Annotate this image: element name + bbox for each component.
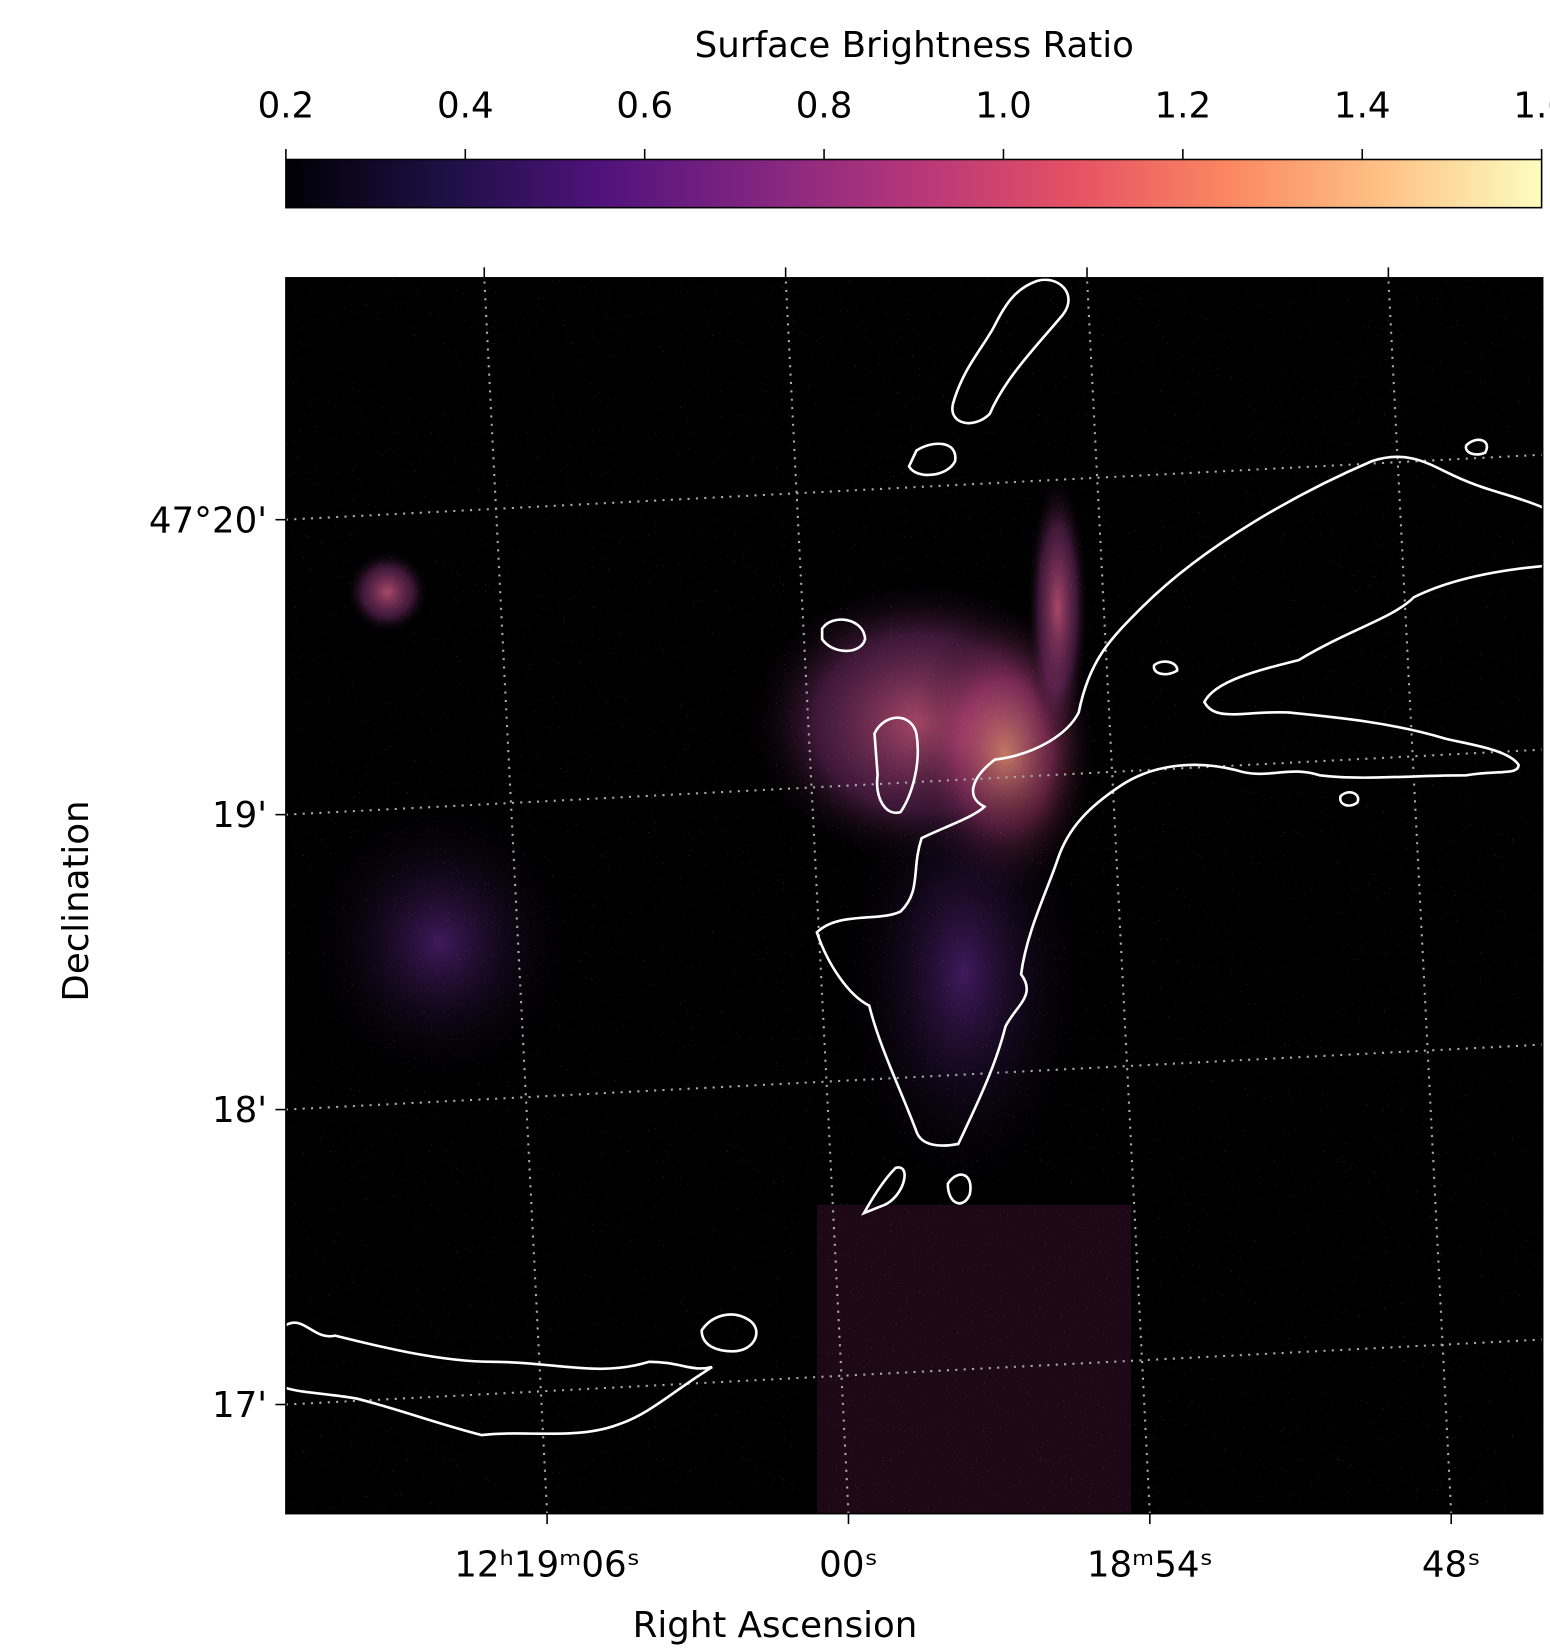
y-axis-label: Declination	[56, 800, 97, 1001]
axes: 12ʰ19ᵐ06ˢ 00ˢ 18ᵐ54ˢ 48ˢ 47°20' 19' 18' 17'	[149, 267, 1481, 1585]
x-tick-label: 12ʰ19ᵐ06ˢ	[454, 1544, 640, 1585]
image-frame	[285, 277, 1544, 1515]
grid-line	[483, 277, 549, 1514]
colorbar-tick-label: 1.0	[975, 86, 1032, 127]
colorbar-tick-label: 0.4	[437, 86, 494, 127]
colorbar: 0.2 0.4 0.6 0.8 1.0 1.2 1.4 1.6	[258, 86, 1550, 209]
gap	[795, 1183, 1132, 1201]
x-tick-label: 00ˢ	[819, 1544, 878, 1585]
image: [FeII] / H₂	[285, 277, 1543, 1514]
y-tick-label: 17'	[212, 1385, 267, 1426]
gap	[795, 1183, 817, 1514]
colorbar-tick-label: 0.2	[258, 86, 315, 127]
grid-line	[285, 1338, 1542, 1406]
grid-line	[1387, 277, 1453, 1514]
grid-line	[285, 453, 1542, 521]
colorbar-tick-label: 0.8	[796, 86, 853, 127]
colorbar-gradient	[285, 158, 1543, 209]
colorbar-tick-label: 1.4	[1334, 86, 1391, 127]
annotation: [FeII] / H₂	[314, 342, 605, 415]
x-tick-label: 18ᵐ54ˢ	[1087, 1544, 1213, 1585]
grid-line	[285, 1043, 1542, 1111]
y-tick-label: 47°20'	[149, 500, 267, 541]
x-tick-label: 48ˢ	[1422, 1544, 1481, 1585]
colorbar-tick-label: 1.6	[1513, 86, 1550, 127]
grid-line	[784, 277, 850, 1514]
colorbar-label: Surface Brightness Ratio	[695, 25, 1134, 66]
x-axis-label: Right Ascension	[633, 1605, 918, 1646]
y-tick-label: 19'	[212, 795, 267, 836]
colorbar-tick-label: 0.6	[616, 86, 673, 127]
y-tick-label: 18'	[212, 1090, 267, 1131]
grid-line	[1085, 277, 1151, 1514]
colorbar-tick-label: 1.2	[1155, 86, 1212, 127]
noise	[285, 277, 1543, 1514]
contours	[285, 278, 1543, 1437]
